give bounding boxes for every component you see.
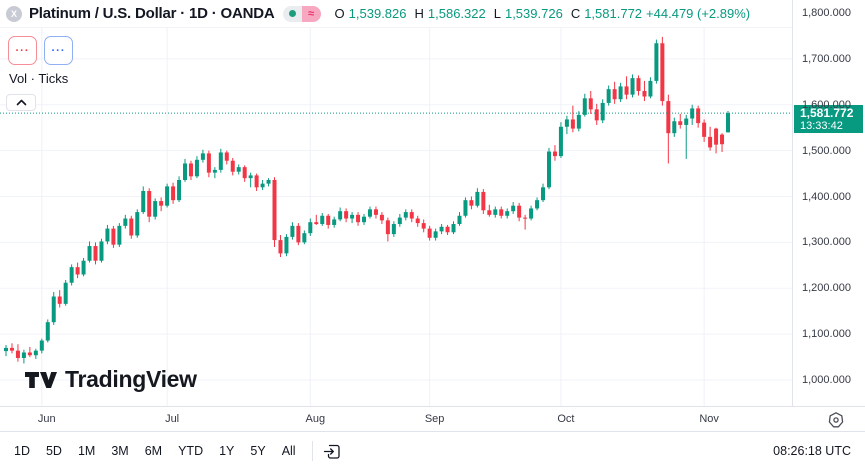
price-tick-label: 1,600.000: [802, 98, 851, 111]
ohlc-readout: O 1,539.826 H 1,586.322 L 1,539.726 C 1,581.…: [331, 6, 751, 21]
symbol-legend: X Platinum / U.S. Dollar · 1D · OANDA ≈ …: [0, 0, 792, 28]
time-tick-label: Oct: [557, 413, 575, 425]
chevron-up-icon: [16, 99, 26, 106]
alert-menu-button[interactable]: ···: [8, 36, 37, 65]
range-button-3m[interactable]: 3M: [103, 439, 136, 463]
market-open-status-icon[interactable]: [282, 5, 302, 22]
scale-settings-button[interactable]: [827, 411, 845, 429]
price-tick-label: 1,100.000: [802, 328, 851, 341]
range-button-1d[interactable]: 1D: [6, 439, 38, 463]
symbol-title[interactable]: Platinum / U.S. Dollar · 1D · OANDA: [29, 5, 275, 22]
price-tick-label: 1,800.000: [802, 7, 851, 19]
watermark-text: TradingView: [65, 366, 197, 392]
go-to-date-icon: [323, 444, 340, 459]
trade-menu-button[interactable]: ···: [44, 36, 73, 65]
high-label: H: [414, 6, 424, 21]
market-status-pill[interactable]: ≈: [282, 5, 321, 22]
high-value: 1,586.322: [427, 6, 486, 21]
low-value: 1,539.726: [504, 6, 563, 21]
price-tick-label: 1,500.000: [802, 144, 851, 157]
low-label: L: [493, 6, 501, 21]
bar-countdown: 13:33:42: [800, 120, 843, 133]
go-to-date-button[interactable]: [321, 440, 344, 463]
range-button-6m[interactable]: 6M: [137, 439, 170, 463]
toolbar-divider: [311, 441, 313, 461]
time-tick-label: Nov: [699, 413, 719, 425]
ellipsis-icon: ···: [15, 44, 30, 57]
close-value: 1,581.772: [584, 6, 643, 21]
ellipsis-icon: ···: [51, 44, 66, 57]
time-tick-label: Jun: [37, 413, 56, 425]
close-label: C: [570, 6, 581, 21]
time-tick-label: Sep: [424, 413, 445, 425]
current-price-badge: 1,581.772 13:33:42: [794, 105, 863, 134]
gear-icon: [828, 412, 844, 428]
time-tick-label: Aug: [305, 413, 326, 425]
open-value: 1,539.826: [348, 6, 407, 21]
current-price: 1,581.772: [800, 106, 854, 121]
range-button-1y[interactable]: 1Y: [211, 439, 242, 463]
range-button-all[interactable]: All: [274, 439, 304, 463]
bottom-toolbar: 1D 5D 1M 3M 6M YTD 1Y 5Y All 08:26:18 UTC: [0, 431, 865, 470]
candlestick-chart[interactable]: [0, 0, 792, 406]
range-button-5y[interactable]: 5Y: [242, 439, 273, 463]
date-range-buttons: 1D 5D 1M 3M 6M YTD 1Y 5Y All: [6, 439, 304, 463]
range-button-ytd[interactable]: YTD: [170, 439, 211, 463]
range-button-1m[interactable]: 1M: [70, 439, 103, 463]
price-tick-label: 1,200.000: [802, 282, 851, 295]
price-tick-label: 1,700.000: [802, 52, 851, 65]
tradingview-logo-icon: [25, 371, 57, 388]
symbol-logo-icon: X: [6, 5, 22, 22]
price-tick-label: 1,400.000: [802, 190, 851, 203]
price-tick-label: 1,300.000: [802, 236, 851, 249]
tradingview-watermark: TradingView: [24, 366, 197, 393]
price-tick-label: 1,000.000: [802, 374, 851, 386]
price-scale-axis[interactable]: 1,581.772 13:33:42 1,800.000 1,700.000 1,6…: [792, 0, 865, 406]
range-button-5d[interactable]: 5D: [38, 439, 70, 463]
change-value: +44.479 (+2.89%): [646, 6, 751, 21]
open-label: O: [334, 6, 345, 21]
indicator-legend-vol-ticks[interactable]: Vol · Ticks: [9, 71, 69, 86]
delayed-data-icon[interactable]: ≈: [301, 5, 321, 22]
time-scale-axis[interactable]: Jun Jul Aug Sep Oct Nov: [0, 406, 865, 431]
collapse-pane-button[interactable]: [6, 94, 36, 111]
time-tick-label: Jul: [165, 413, 180, 425]
timezone-clock[interactable]: 08:26:18 UTC: [773, 444, 851, 458]
